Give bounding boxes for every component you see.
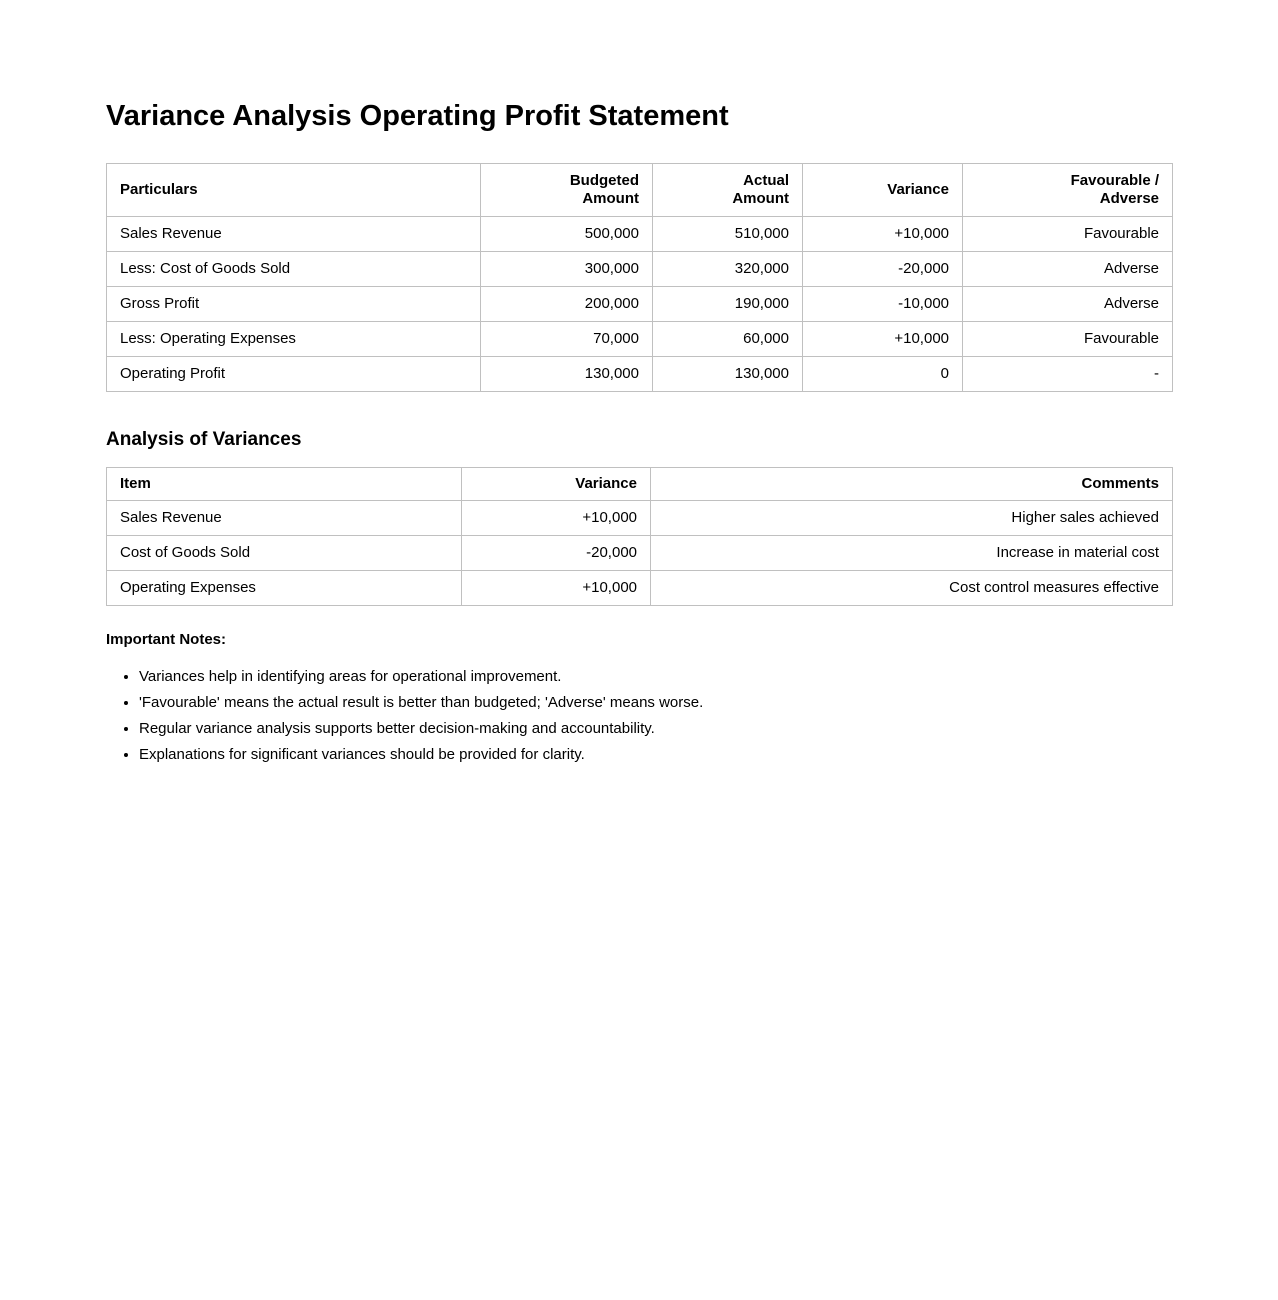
header-particulars: Particulars (106, 163, 481, 218)
cell-particulars: Less: Cost of Goods Sold (106, 251, 481, 288)
table-row: Less: Operating Expenses 70,000 60,000 +… (106, 321, 1173, 358)
table-row: Less: Cost of Goods Sold 300,000 320,000… (106, 251, 1173, 288)
table-row: Cost of Goods Sold -20,000 Increase in m… (106, 535, 1173, 572)
cell-comments: Cost control measures effective (650, 570, 1173, 607)
cell-budgeted: 70,000 (480, 321, 653, 358)
cell-variance: -10,000 (802, 286, 963, 323)
cell-budgeted: 500,000 (480, 216, 653, 253)
table-row: Sales Revenue +10,000 Higher sales achie… (106, 500, 1173, 537)
table-row: Operating Expenses +10,000 Cost control … (106, 570, 1173, 607)
note-item: Variances help in identifying areas for … (139, 667, 1172, 686)
cell-particulars: Sales Revenue (106, 216, 481, 253)
cell-actual: 510,000 (652, 216, 803, 253)
table-row: Operating Profit 130,000 130,000 0 - (106, 356, 1173, 393)
note-item: 'Favourable' means the actual result is … (139, 693, 1172, 712)
table-row: Sales Revenue 500,000 510,000 +10,000 Fa… (106, 216, 1173, 253)
cell-budgeted: 130,000 (480, 356, 653, 393)
cell-comments: Higher sales achieved (650, 500, 1173, 537)
cell-particulars: Less: Operating Expenses (106, 321, 481, 358)
cell-variance: +10,000 (802, 321, 963, 358)
notes-list: Variances help in identifying areas for … (106, 667, 1172, 764)
header-comments: Comments (650, 467, 1173, 502)
cell-variance: 0 (802, 356, 963, 393)
cell-actual: 320,000 (652, 251, 803, 288)
header-budgeted-amount: Budgeted Amount (480, 163, 653, 218)
document-page: Variance Analysis Operating Profit State… (0, 0, 1278, 764)
note-item: Regular variance analysis supports bette… (139, 719, 1172, 738)
header-item: Item (106, 467, 462, 502)
cell-budgeted: 300,000 (480, 251, 653, 288)
notes-heading: Important Notes: (106, 631, 226, 649)
cell-variance: -20,000 (461, 535, 651, 572)
cell-actual: 60,000 (652, 321, 803, 358)
cell-favourable: Adverse (962, 286, 1173, 323)
cell-actual: 130,000 (652, 356, 803, 393)
analysis-section-heading: Analysis of Variances (106, 429, 302, 451)
cell-favourable: Favourable (962, 216, 1173, 253)
cell-item: Cost of Goods Sold (106, 535, 462, 572)
header-variance: Variance (802, 163, 963, 218)
cell-favourable: Favourable (962, 321, 1173, 358)
note-item: Explanations for significant variances s… (139, 745, 1172, 764)
cell-item: Sales Revenue (106, 500, 462, 537)
cell-budgeted: 200,000 (480, 286, 653, 323)
statement-table-header-row: Particulars Budgeted Amount Actual Amoun… (106, 163, 1173, 218)
cell-variance: -20,000 (802, 251, 963, 288)
cell-variance: +10,000 (461, 570, 651, 607)
cell-item: Operating Expenses (106, 570, 462, 607)
cell-variance: +10,000 (461, 500, 651, 537)
analysis-table: Item Variance Comments Sales Revenue +10… (106, 467, 1173, 607)
statement-table: Particulars Budgeted Amount Actual Amoun… (106, 163, 1173, 393)
header-analysis-variance: Variance (461, 467, 651, 502)
table-row: Gross Profit 200,000 190,000 -10,000 Adv… (106, 286, 1173, 323)
analysis-table-header-row: Item Variance Comments (106, 467, 1173, 502)
cell-particulars: Operating Profit (106, 356, 481, 393)
header-favourable-adverse: Favourable / Adverse (962, 163, 1173, 218)
cell-favourable: - (962, 356, 1173, 393)
cell-actual: 190,000 (652, 286, 803, 323)
header-actual-amount: Actual Amount (652, 163, 803, 218)
cell-comments: Increase in material cost (650, 535, 1173, 572)
cell-favourable: Adverse (962, 251, 1173, 288)
cell-variance: +10,000 (802, 216, 963, 253)
cell-particulars: Gross Profit (106, 286, 481, 323)
page-title: Variance Analysis Operating Profit State… (106, 100, 729, 132)
